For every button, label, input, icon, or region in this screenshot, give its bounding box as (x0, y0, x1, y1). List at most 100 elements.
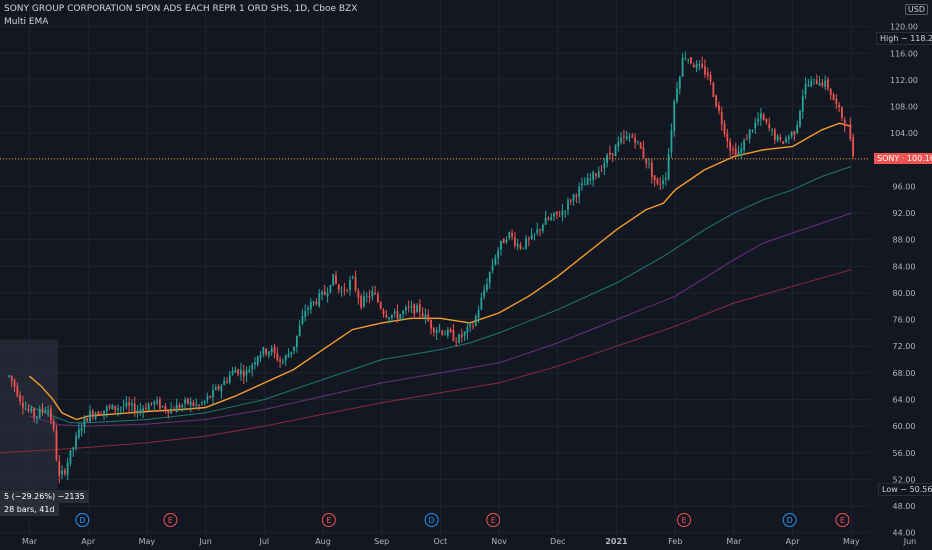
candle-body (787, 136, 790, 140)
candle-body (525, 238, 527, 249)
candle-body (650, 162, 653, 178)
candle-body (119, 407, 122, 409)
candle-body (24, 408, 27, 410)
candle-body (167, 410, 170, 414)
candle-body (178, 404, 181, 409)
candle-body (161, 405, 164, 407)
candle-body (550, 217, 553, 220)
candle-body (399, 314, 402, 320)
candle-body (172, 409, 175, 411)
candle-body (553, 212, 555, 217)
candle-body (852, 136, 855, 157)
earnings-marker (835, 513, 850, 527)
candle-body (307, 308, 309, 310)
time-tick-label: Mar (22, 537, 38, 546)
candle-body (131, 403, 133, 406)
candle-body (203, 400, 206, 403)
candle-body (740, 148, 743, 153)
candle-body (27, 408, 30, 411)
ticker-label: SONY (877, 153, 900, 163)
time-tick-label: Apr (786, 537, 801, 546)
candle-body (807, 84, 810, 86)
candle-body (349, 279, 351, 291)
measure-info-line2: 28 bars, 41d (0, 503, 59, 516)
candle-body (379, 302, 382, 309)
candle-body (667, 153, 670, 180)
candle-body (617, 141, 620, 147)
candle-body (77, 429, 80, 438)
candle-body (455, 341, 458, 343)
dividend-marker-label: D (787, 516, 793, 525)
candle-body (357, 290, 360, 298)
candle-body (170, 408, 172, 414)
candle-body (16, 385, 19, 396)
candle-body (111, 404, 114, 410)
candle-body (768, 124, 771, 129)
candles (8, 51, 855, 484)
candle-body (790, 131, 793, 137)
candle-body (759, 113, 762, 119)
candle-body (636, 141, 639, 142)
candle-body (164, 406, 167, 410)
candle-body (337, 284, 340, 290)
indicator-label[interactable]: Multi EMA (4, 17, 49, 27)
candle-body (745, 139, 748, 141)
candle-body (150, 402, 153, 404)
candle-body (664, 177, 667, 180)
price-tick-label: 76.00 (893, 316, 916, 325)
candle-body (363, 296, 365, 307)
candle-body (452, 330, 455, 341)
candle-body (530, 234, 533, 240)
earnings-marker-label: E (491, 516, 496, 525)
candle-body (270, 348, 273, 353)
candle-body (723, 123, 726, 135)
currency-label[interactable]: USD (904, 4, 928, 15)
candle-body (248, 370, 251, 373)
candle-body (228, 375, 231, 383)
price-tick-label: 116.00 (890, 49, 918, 58)
dividend-marker (782, 513, 797, 527)
candle-body (849, 124, 852, 139)
candle-body (813, 78, 815, 80)
candle-body (198, 404, 200, 406)
candle-body (609, 152, 611, 155)
candle-body (586, 178, 589, 185)
candle-body (779, 137, 782, 140)
candle-body (200, 403, 203, 404)
candle-body (720, 112, 723, 125)
candle-body (298, 325, 301, 337)
candle-body (698, 64, 701, 66)
candle-body (108, 406, 111, 408)
candle-body (438, 329, 441, 331)
candle-body (374, 292, 377, 295)
candle-body (648, 164, 650, 166)
candle-body (52, 420, 55, 430)
dividend-marker (75, 513, 90, 527)
candle-body (393, 311, 396, 314)
candle-body (734, 148, 737, 157)
candle-body (718, 105, 720, 111)
candle-body (835, 98, 838, 105)
price-tick-label: 56.00 (893, 449, 916, 458)
candle-body (147, 404, 150, 411)
candle-body (396, 311, 399, 319)
price-axis[interactable]: 44.00 48.00 52.00 56.00 60.00 64.00 68.00 72.00… (890, 23, 918, 538)
time-tick-label: May (139, 537, 156, 546)
time-axis[interactable]: Mar Apr May Jun Jul Aug Sep Oct Nov Dec 2021 Feb Mar… (22, 537, 916, 546)
ema_2-line (29, 166, 852, 424)
price-tick-label: 104.00 (890, 129, 918, 138)
time-tick-label: Jul (258, 537, 269, 546)
candle-body (656, 178, 659, 184)
candle-body (701, 63, 704, 68)
candle-body (841, 107, 843, 118)
candle-body (80, 427, 83, 432)
candle-body (301, 315, 304, 324)
candle-body (762, 114, 765, 120)
candle-body (581, 183, 583, 186)
candle-body (564, 211, 567, 212)
candle-body (304, 311, 307, 317)
earnings-marker (321, 513, 336, 527)
price-tick-label: 68.00 (893, 369, 916, 378)
candle-body (829, 88, 832, 96)
